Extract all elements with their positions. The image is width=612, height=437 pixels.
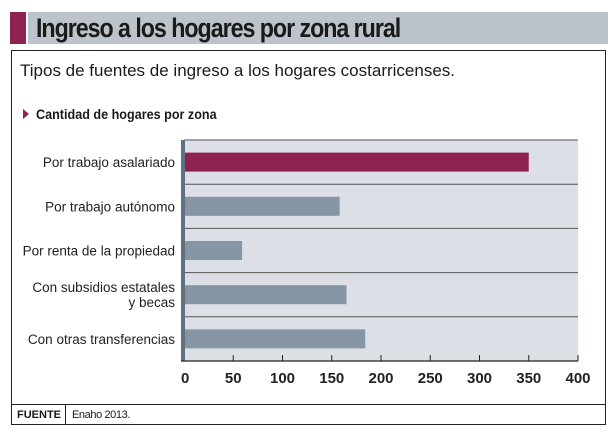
title-accent	[10, 12, 26, 44]
page-title: Ingreso a los hogares por zona rural	[36, 13, 401, 43]
x-tick-label: 0	[181, 370, 189, 387]
x-tick-label: 250	[418, 370, 443, 387]
category-label: Con subsidios estatales	[32, 280, 175, 295]
plot-background	[184, 140, 578, 361]
x-tick-label: 150	[319, 370, 344, 387]
bar	[184, 241, 243, 260]
category-label: Con otras transferencias	[28, 332, 175, 347]
category-label: Por trabajo autónomo	[45, 199, 175, 214]
category-label: Por trabajo asalariado	[43, 155, 175, 170]
title-bar	[28, 12, 608, 44]
footer: FUENTE Enaho 2013.	[11, 404, 606, 425]
chart-subtitle: Tipos de fuentes de ingreso a los hogare…	[20, 61, 456, 80]
category-label: Por renta de la propiedad	[23, 244, 175, 259]
bar	[184, 329, 366, 349]
triangle-right-icon	[23, 109, 29, 119]
source-value: Enaho 2013.	[72, 409, 130, 421]
y-axis	[181, 140, 185, 361]
bar	[184, 285, 347, 305]
x-tick-label: 100	[270, 370, 295, 387]
x-tick-label: 400	[565, 370, 590, 387]
category-label: y becas	[128, 295, 175, 310]
bar	[184, 196, 340, 216]
x-tick-label: 200	[368, 370, 393, 387]
section-title: Cantidad de hogares por zona	[36, 106, 217, 122]
x-tick-label: 350	[516, 370, 541, 387]
chart-frame	[11, 50, 606, 425]
footer-divider	[65, 405, 66, 425]
x-tick-label: 50	[225, 370, 242, 387]
bar	[184, 152, 529, 172]
source-label: FUENTE	[17, 409, 61, 421]
x-tick-label: 300	[467, 370, 492, 387]
